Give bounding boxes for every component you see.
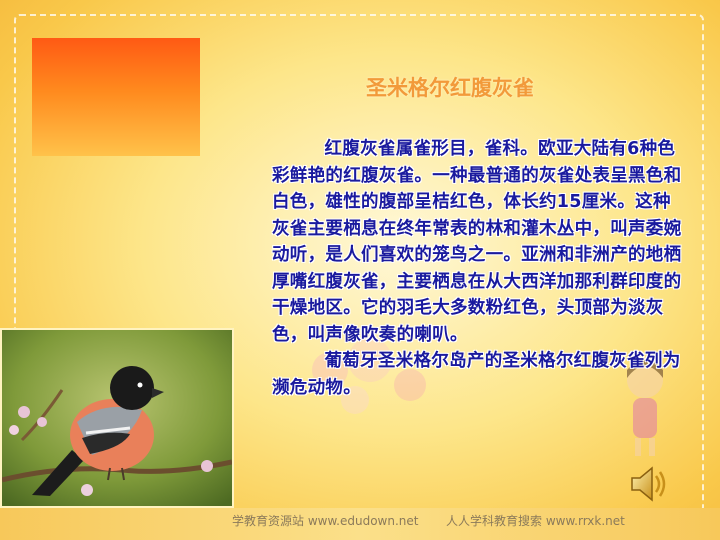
bullfinch-photo <box>0 328 234 508</box>
footer-strip <box>0 508 720 540</box>
watermark-right: 人人学科教育搜索 www.rrxk.net <box>446 514 625 528</box>
slide-body: 红腹灰雀属雀形目，雀科。欧亚大陆有6种色彩鲜艳的红腹灰雀。一种最普通的灰雀处表呈… <box>272 136 684 401</box>
cartoon-girl-decoration <box>627 360 663 456</box>
body-paragraph-2: 葡萄牙圣米格尔岛产的圣米格尔红腹灰雀列为濒危动物。 <box>272 351 681 398</box>
slide-title: 圣米格尔红腹灰雀 <box>366 76 534 100</box>
body-paragraph-1: 红腹灰雀属雀形目，雀科。欧亚大陆有6种色彩鲜艳的红腹灰雀。一种最普通的灰雀处表呈… <box>272 139 682 345</box>
flower-decoration <box>312 338 426 414</box>
speaker-icon[interactable] <box>626 462 670 506</box>
bullfinch-illustration <box>2 330 232 506</box>
watermark-left: 学教育资源站 www.edudown.net <box>232 514 419 528</box>
orange-accent-box <box>32 38 200 156</box>
